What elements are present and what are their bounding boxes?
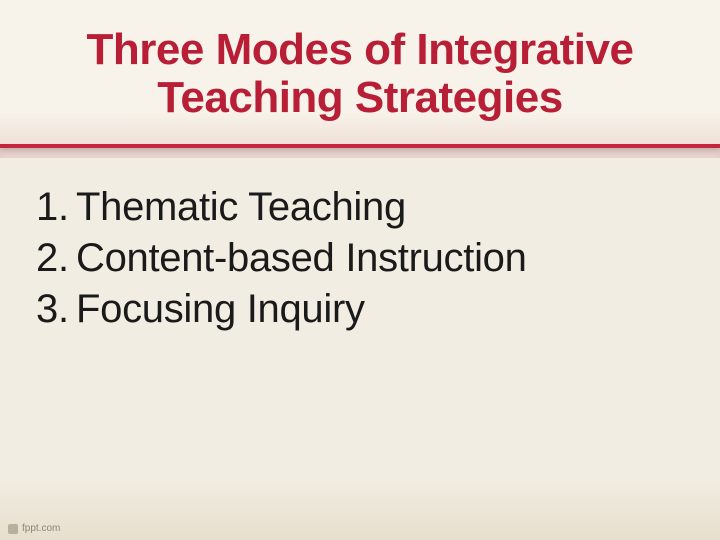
item-number: 3. [36,284,76,335]
list-item: 2.Content-based Instruction [36,233,680,284]
item-number: 1. [36,182,76,233]
slide: Three Modes of Integrative Teaching Stra… [0,0,720,540]
title-header: Three Modes of Integrative Teaching Stra… [0,0,720,148]
modes-list: 1.Thematic Teaching 2.Content-based Inst… [36,182,680,336]
item-text: Content-based Instruction [76,236,527,280]
title-line-2: Teaching Strategies [157,73,562,122]
content-area: 1.Thematic Teaching 2.Content-based Inst… [36,182,680,336]
footer: fppt.com [8,523,60,534]
footer-logo-icon [8,524,18,534]
footer-text: fppt.com [22,523,60,534]
header-accent-strip [0,148,720,158]
slide-title: Three Modes of Integrative Teaching Stra… [87,26,634,123]
list-item: 1.Thematic Teaching [36,182,680,233]
item-text: Focusing Inquiry [76,287,365,331]
item-text: Thematic Teaching [76,185,406,229]
list-item: 3.Focusing Inquiry [36,284,680,335]
item-number: 2. [36,233,76,284]
title-line-1: Three Modes of Integrative [87,25,634,74]
